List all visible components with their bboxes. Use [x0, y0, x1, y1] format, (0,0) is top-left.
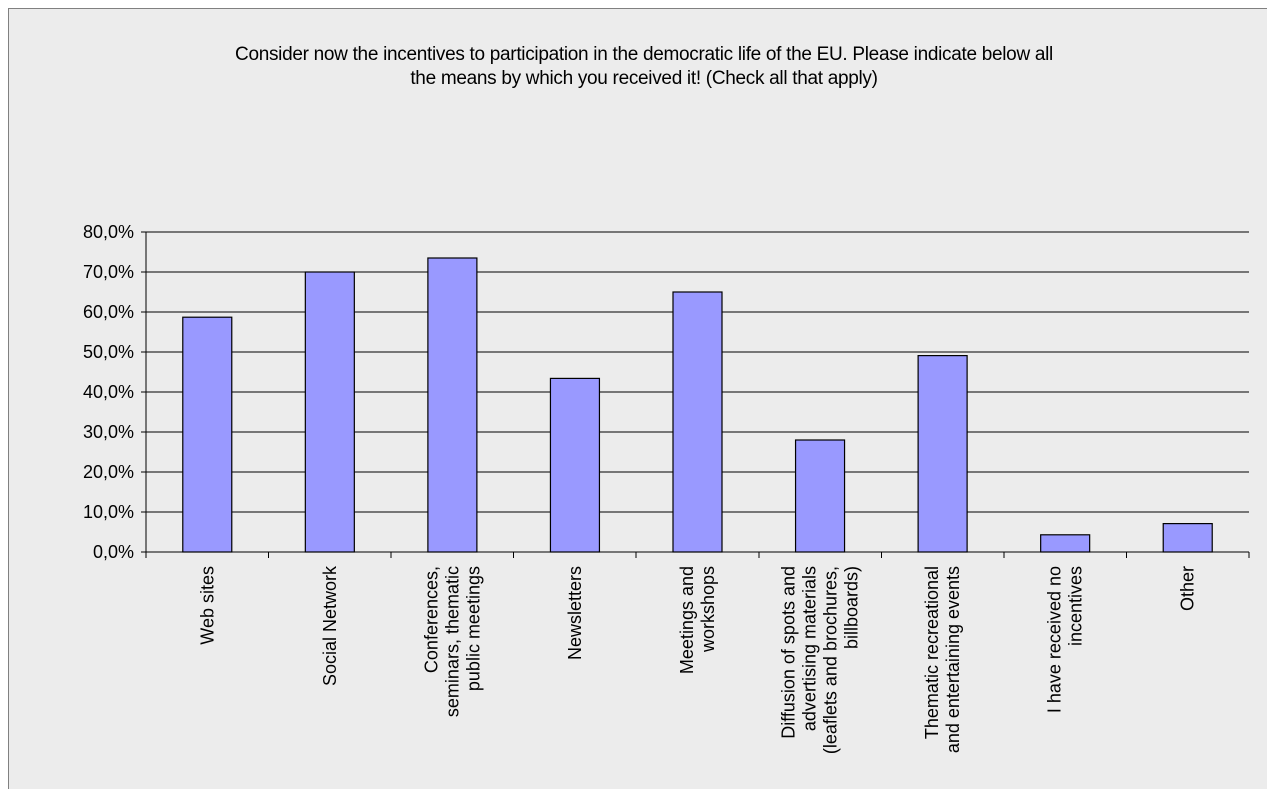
x-tick-label: Thematic recreational and entertaining ev… [922, 566, 963, 753]
bar-chart-plot: 0,0% 10,0% 20,0% 30,0% 40,0% 50,0% 60,0% 70,0% 8… [83, 222, 1250, 754]
chart-title: Consider now the incentives to participa… [69, 43, 1219, 91]
x-tick-label-line: Thematic recreational [922, 566, 942, 739]
x-tick-label: Other [1178, 566, 1198, 611]
x-tick-label-line: seminars, thematic [442, 566, 462, 717]
x-tick-label-line: (leaflets and brochures, [821, 566, 841, 754]
x-tick-label: Social Network [320, 565, 340, 686]
y-tick-label: 60,0% [83, 302, 134, 322]
chart-title-line-1: Consider now the incentives to participa… [235, 44, 1053, 65]
bar [304, 271, 355, 553]
y-tick-label: 20,0% [83, 462, 134, 482]
y-tick-label: 50,0% [83, 342, 134, 362]
bar [427, 257, 478, 553]
x-tick-label-line: Diffusion of spots and [779, 566, 799, 739]
chart-frame: Consider now the incentives to participa… [8, 8, 1267, 789]
bar [182, 316, 233, 553]
y-tick-label: 0,0% [93, 542, 134, 562]
x-tick-label-line: Newsletters [565, 566, 585, 660]
bars [182, 257, 1213, 553]
x-axis: Web sites Social Network Conferences, semin… [145, 551, 1250, 754]
x-tick-label: Web sites [197, 566, 217, 645]
x-tick-label: I have received no incentives [1045, 566, 1086, 713]
x-tick-label: Diffusion of spots and advertising materi… [779, 566, 862, 754]
x-tick-label-line: Conferences, [421, 566, 441, 673]
x-tick-label-line: Web sites [197, 566, 217, 645]
y-tick-label: 30,0% [83, 422, 134, 442]
x-tick-label: Conferences, seminars, thematic public mee… [421, 566, 483, 717]
bar [917, 355, 968, 553]
x-tick-label-line: incentives [1066, 566, 1086, 646]
y-tick-label: 10,0% [83, 502, 134, 522]
bar [1040, 534, 1091, 553]
y-tick-label: 80,0% [83, 222, 134, 242]
x-tick-label: Newsletters [565, 566, 585, 660]
bar [794, 439, 846, 553]
x-tick-label: Meetings and workshops [677, 566, 718, 674]
x-tick-label-line: I have received no [1045, 566, 1065, 713]
x-tick-label-line: advertising materials [800, 566, 820, 731]
x-tick-label-line: Other [1178, 566, 1198, 611]
chart-title-line-2: the means by which you received it! (Che… [410, 68, 878, 89]
bar [1162, 522, 1213, 553]
bar [672, 291, 723, 553]
y-tick-label: 40,0% [83, 382, 134, 402]
bar [549, 377, 601, 553]
x-tick-label-line: workshops [698, 566, 718, 653]
x-tick-label-line: Meetings and [677, 566, 697, 674]
x-tick-label-line: and entertaining events [943, 566, 963, 753]
y-tick-label: 70,0% [83, 262, 134, 282]
x-tick-label-line: Social Network [320, 565, 340, 686]
x-tick-label-line: public meetings [463, 566, 483, 691]
y-axis: 0,0% 10,0% 20,0% 30,0% 40,0% 50,0% 60,0% 70,0% 8… [83, 222, 147, 562]
x-tick-label-line: billboards) [842, 566, 862, 649]
